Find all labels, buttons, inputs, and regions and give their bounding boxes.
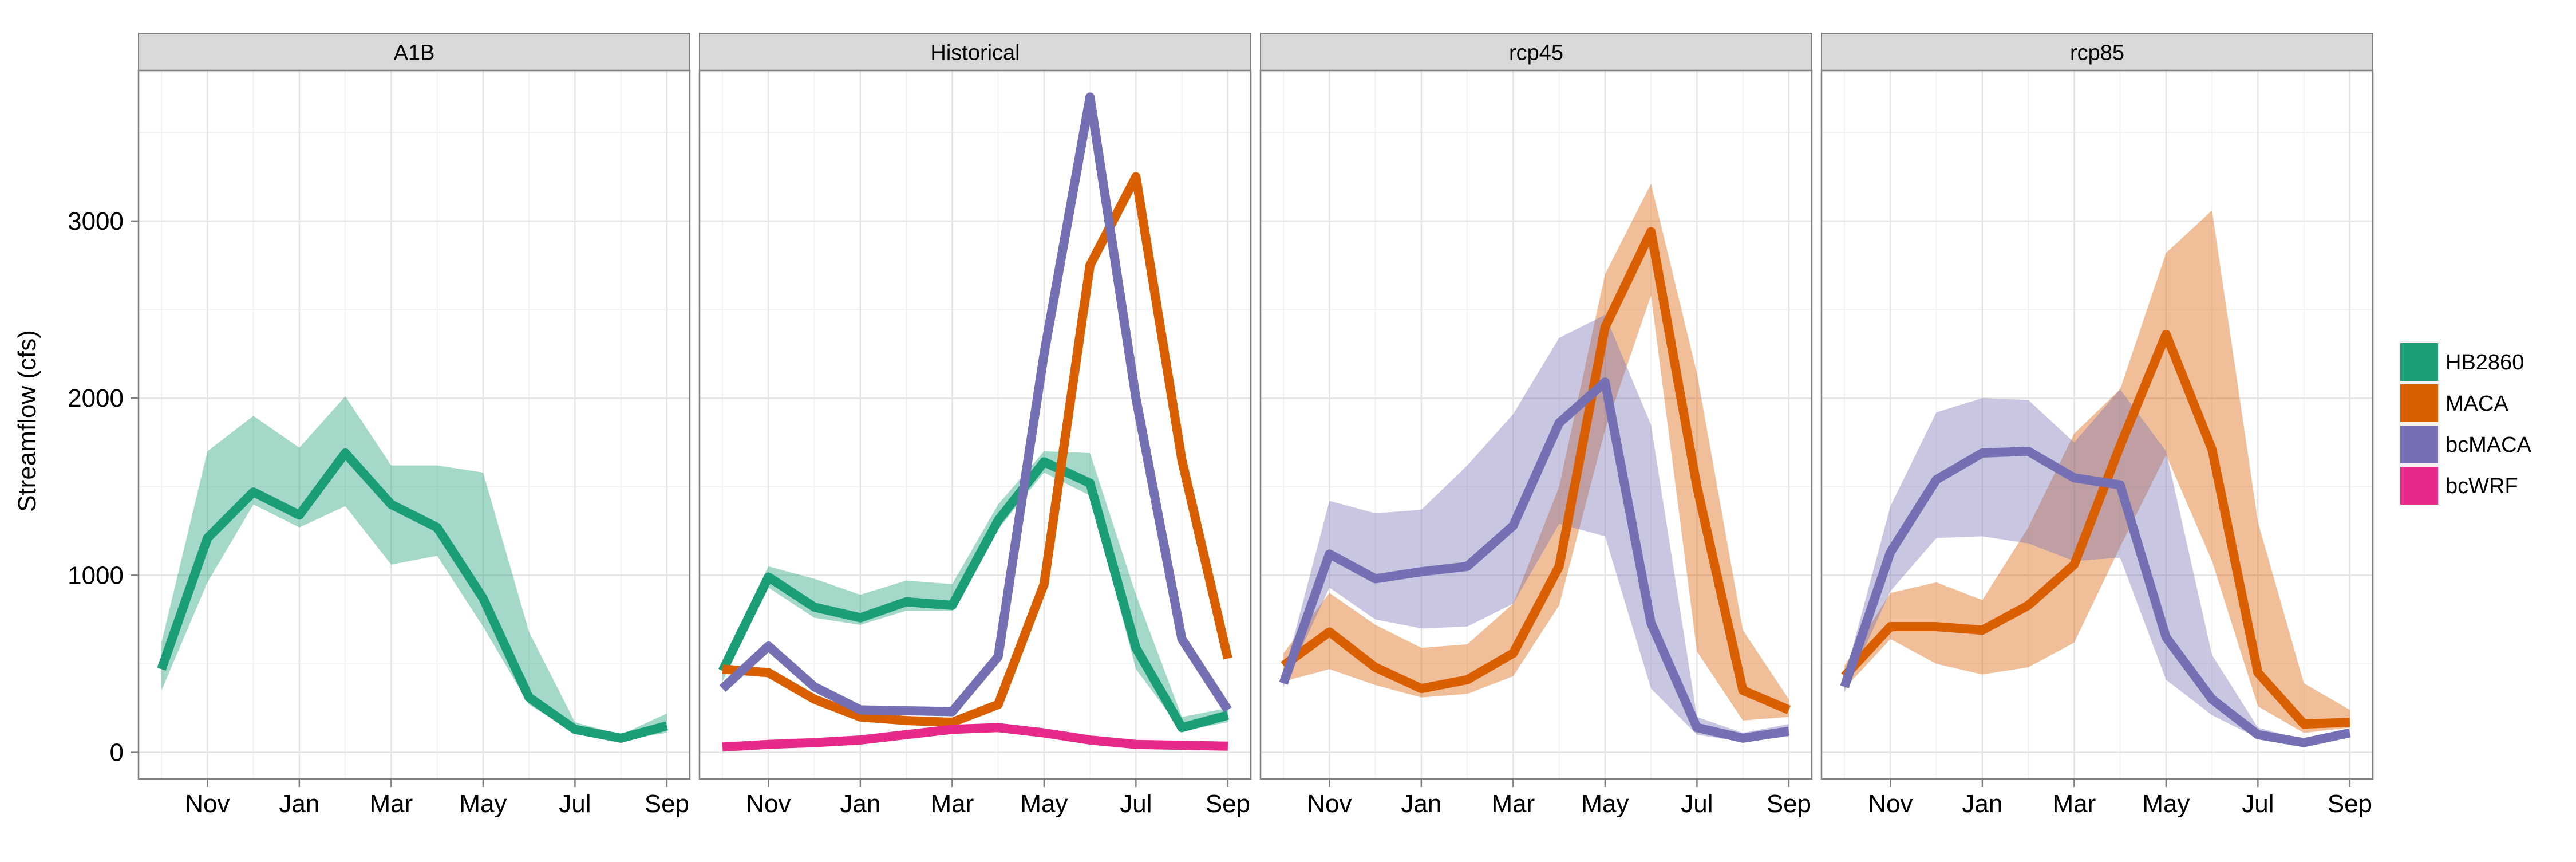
ribbon-maca: [1844, 210, 2350, 733]
panel-border: [698, 69, 1252, 780]
y-tick-label: 1000: [68, 561, 124, 589]
ribbon-hb2860: [161, 396, 667, 740]
ribbon-bcmaca: [1283, 314, 1789, 742]
panel-border: [1820, 69, 2374, 780]
legend-label: bcMACA: [2445, 433, 2532, 457]
x-tick-label: May: [2142, 790, 2190, 818]
facet-strip: [699, 33, 1251, 71]
y-tick-label: 3000: [68, 207, 124, 235]
x-tick-label: Jul: [2242, 790, 2274, 818]
panel-border: [1259, 69, 1813, 780]
facet-strip: [138, 33, 690, 71]
series-line-maca: [1841, 329, 2350, 729]
x-tick-label: Sep: [645, 790, 689, 818]
series-line-hb2860: [718, 457, 1229, 733]
legend-swatch: [2400, 426, 2438, 463]
y-axis-label: Streamflow (cfs): [13, 330, 41, 512]
legend: HB2860 MACA bcMACA bcWRF: [2399, 341, 2532, 506]
panel-a1b: A1B Nov Jan Mar May Jul Sep 0 1000 2000 3000: [68, 33, 691, 818]
facet-title: Historical: [930, 41, 1020, 65]
legend-swatch: [2400, 467, 2438, 505]
series-line-bcmaca: [719, 92, 1232, 717]
x-tick-label: May: [459, 790, 507, 818]
legend-item-bcmaca: bcMACA: [2399, 424, 2532, 465]
x-tick-label: Mar: [1491, 790, 1535, 818]
facet-strip: [1821, 33, 2373, 71]
x-tick-label: Jul: [559, 790, 591, 818]
y-tick-label: 0: [110, 739, 124, 767]
x-tick-label: Nov: [185, 790, 230, 818]
series-line-maca: [722, 172, 1232, 727]
facet-strip: [1260, 33, 1812, 71]
legend-swatch: [2400, 384, 2438, 422]
legend-item-bcwrf: bcWRF: [2399, 465, 2518, 506]
series-line-bcmaca: [1279, 377, 1790, 743]
series-line-bcwrf: [722, 723, 1228, 752]
legend-label: bcWRF: [2445, 474, 2518, 498]
panel-background: [1261, 70, 1812, 779]
legend-swatch: [2400, 343, 2438, 381]
x-tick-label: Nov: [1868, 790, 1913, 818]
x-tick-label: Jan: [1401, 790, 1441, 818]
panel-border: [137, 69, 691, 780]
legend-label: MACA: [2445, 392, 2508, 416]
panel-background: [139, 70, 690, 779]
x-tick-label: Jul: [1681, 790, 1713, 818]
y-tick-label: 2000: [68, 384, 124, 412]
series-line-bcmaca: [1840, 446, 2351, 747]
series-line-hb2860: [157, 448, 668, 743]
panel-background: [1822, 70, 2373, 779]
facet-title: A1B: [394, 41, 435, 65]
series-line-maca: [1281, 227, 1791, 714]
x-tick-label: Nov: [1307, 790, 1352, 818]
legend-item-maca: MACA: [2399, 383, 2508, 424]
x-tick-label: Mar: [930, 790, 974, 818]
x-tick-label: May: [1581, 790, 1629, 818]
ribbon-bcmaca: [1844, 389, 2350, 746]
x-tick-label: Sep: [1206, 790, 1250, 818]
legend-label: HB2860: [2445, 351, 2524, 375]
x-tick-label: Jan: [1962, 790, 2002, 818]
panel-rcp45: rcp45 Nov Jan Mar May Jul Sep: [1259, 33, 1813, 818]
x-tick-label: Sep: [1767, 790, 1811, 818]
panels: A1B Nov Jan Mar May Jul Sep 0 1000 2000 3000 Histor…: [68, 33, 2374, 818]
x-tick-label: Nov: [746, 790, 791, 818]
panel-historical: Historical Nov Jan Mar May Jul Sep: [698, 33, 1252, 818]
x-tick-label: Sep: [2328, 790, 2372, 818]
x-tick-label: Mar: [2052, 790, 2096, 818]
panel-rcp85: rcp85 Nov Jan Mar May Jul Sep: [1820, 33, 2374, 818]
x-tick-label: Jan: [279, 790, 319, 818]
x-tick-label: Jul: [1120, 790, 1152, 818]
legend-item-hb2860: HB2860: [2399, 341, 2524, 383]
panel-background: [700, 70, 1251, 779]
facet-title: rcp45: [1509, 41, 1563, 65]
x-tick-label: May: [1020, 790, 1068, 818]
x-tick-label: Mar: [369, 790, 413, 818]
facet-title: rcp85: [2070, 41, 2124, 65]
x-tick-label: Jan: [840, 790, 880, 818]
